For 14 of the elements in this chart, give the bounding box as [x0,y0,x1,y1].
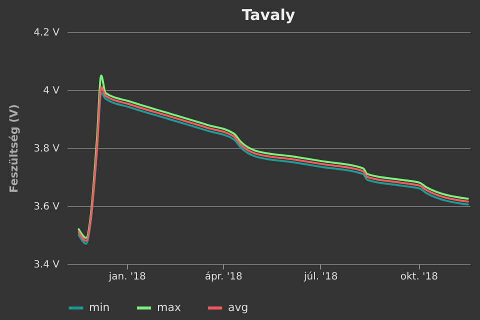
y-tick-label: 3.4 V [34,260,60,270]
y-tick-label: 4 V [43,86,60,96]
y-tick-label: 3.8 V [34,144,60,154]
legend-label: min [89,301,110,314]
x-tick-label: okt. '18 [400,272,438,282]
x-tick-label: jan. '18 [108,272,146,282]
legend-label: max [157,301,182,314]
x-tick-label: júl. '18 [302,272,338,282]
y-axis-title: Feszültség (V) [8,104,21,193]
x-tick-label: ápr. '18 [204,272,242,282]
y-tick-label: 3.6 V [34,202,60,212]
y-tick-label: 4.2 V [34,28,60,38]
legend-label: avg [228,301,248,314]
chart-title: Tavaly [242,6,296,24]
